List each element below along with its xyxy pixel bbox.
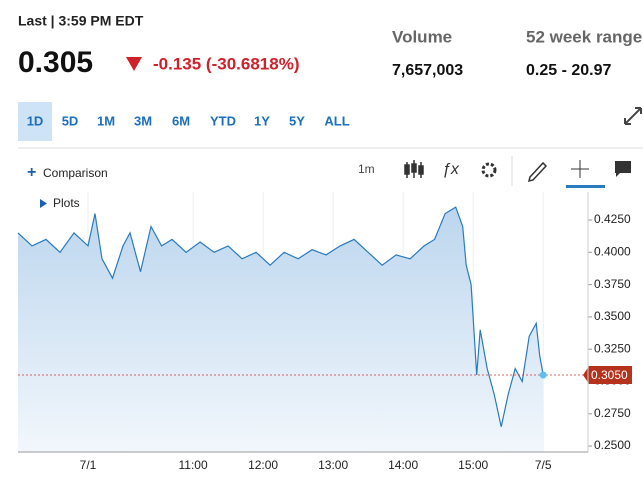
x-tick-label: 11:00 — [178, 458, 207, 472]
crosshair-active — [566, 185, 605, 188]
settings-icon[interactable] — [481, 162, 497, 178]
fx-icon[interactable]: ƒx — [442, 161, 460, 178]
x-tick-label: 7/5 — [535, 458, 552, 472]
last-label: Last | 3:59 PM EDT — [18, 13, 144, 29]
interval[interactable]: 1m — [358, 162, 375, 176]
timeframe-tab[interactable]: ALL — [324, 113, 349, 128]
volume-label: Volume — [392, 27, 452, 46]
y-tick-label: 0.4000 — [594, 244, 631, 258]
plots-arrow[interactable] — [40, 199, 47, 208]
x-tick-label: 12:00 — [248, 458, 278, 472]
timeframe-tab[interactable]: 3M — [134, 113, 152, 128]
crosshair-icon[interactable] — [571, 160, 589, 178]
comparison[interactable]: Comparison — [43, 166, 108, 180]
y-tick-label: 0.3500 — [594, 309, 631, 323]
volume: 7,657,003 — [392, 62, 463, 79]
timeframe-tab[interactable]: 5Y — [289, 113, 305, 128]
y-tick-label: 0.2500 — [594, 438, 631, 452]
x-tick-label: 7/1 — [80, 458, 97, 472]
down-arrow — [126, 57, 142, 71]
x-tick-label: 15:00 — [458, 458, 488, 472]
range: 0.25 - 20.97 — [526, 62, 612, 79]
x-tick-label: 13:00 — [318, 458, 348, 472]
timeframe-tab[interactable]: 1Y — [254, 113, 270, 128]
y-tick-label: 0.3750 — [594, 277, 631, 291]
candle-icon[interactable] — [404, 160, 424, 178]
y-tick-label: 0.4250 — [594, 212, 631, 226]
change: -0.135 (-30.6818%) — [153, 54, 299, 73]
price: 0.305 — [18, 46, 93, 79]
range-label: 52 week range — [526, 27, 642, 46]
y-tick-label: 0.3250 — [594, 341, 631, 355]
price-area — [18, 207, 544, 452]
x-tick-label: 14:00 — [388, 458, 418, 472]
plus-icon[interactable]: + — [27, 164, 36, 181]
last-point — [539, 371, 547, 379]
last-price-label: 0.3050 — [591, 368, 628, 382]
active-tab — [18, 102, 52, 141]
y-tick-label: 0.2750 — [594, 406, 631, 420]
timeframe-tabs: 1D 5D 1M 3M 6M YTD 1Y 5Y ALL — [27, 113, 350, 128]
timeframe-tab[interactable]: 1D — [27, 113, 44, 128]
timeframe-tab[interactable]: 1M — [97, 113, 115, 128]
timeframe-tab[interactable]: YTD — [210, 113, 236, 128]
comment-icon[interactable] — [615, 161, 631, 177]
plot: 0.25000.27500.30000.32500.35000.37500.40… — [17, 192, 632, 472]
last-price-tag — [583, 366, 632, 385]
expand-icon[interactable] — [624, 107, 642, 125]
draw-icon[interactable] — [527, 161, 548, 183]
plots[interactable]: Plots — [53, 196, 80, 210]
price-line — [17, 206, 544, 427]
timeframe-tab[interactable]: 6M — [172, 113, 190, 128]
timeframe-tab[interactable]: 5D — [62, 113, 79, 128]
